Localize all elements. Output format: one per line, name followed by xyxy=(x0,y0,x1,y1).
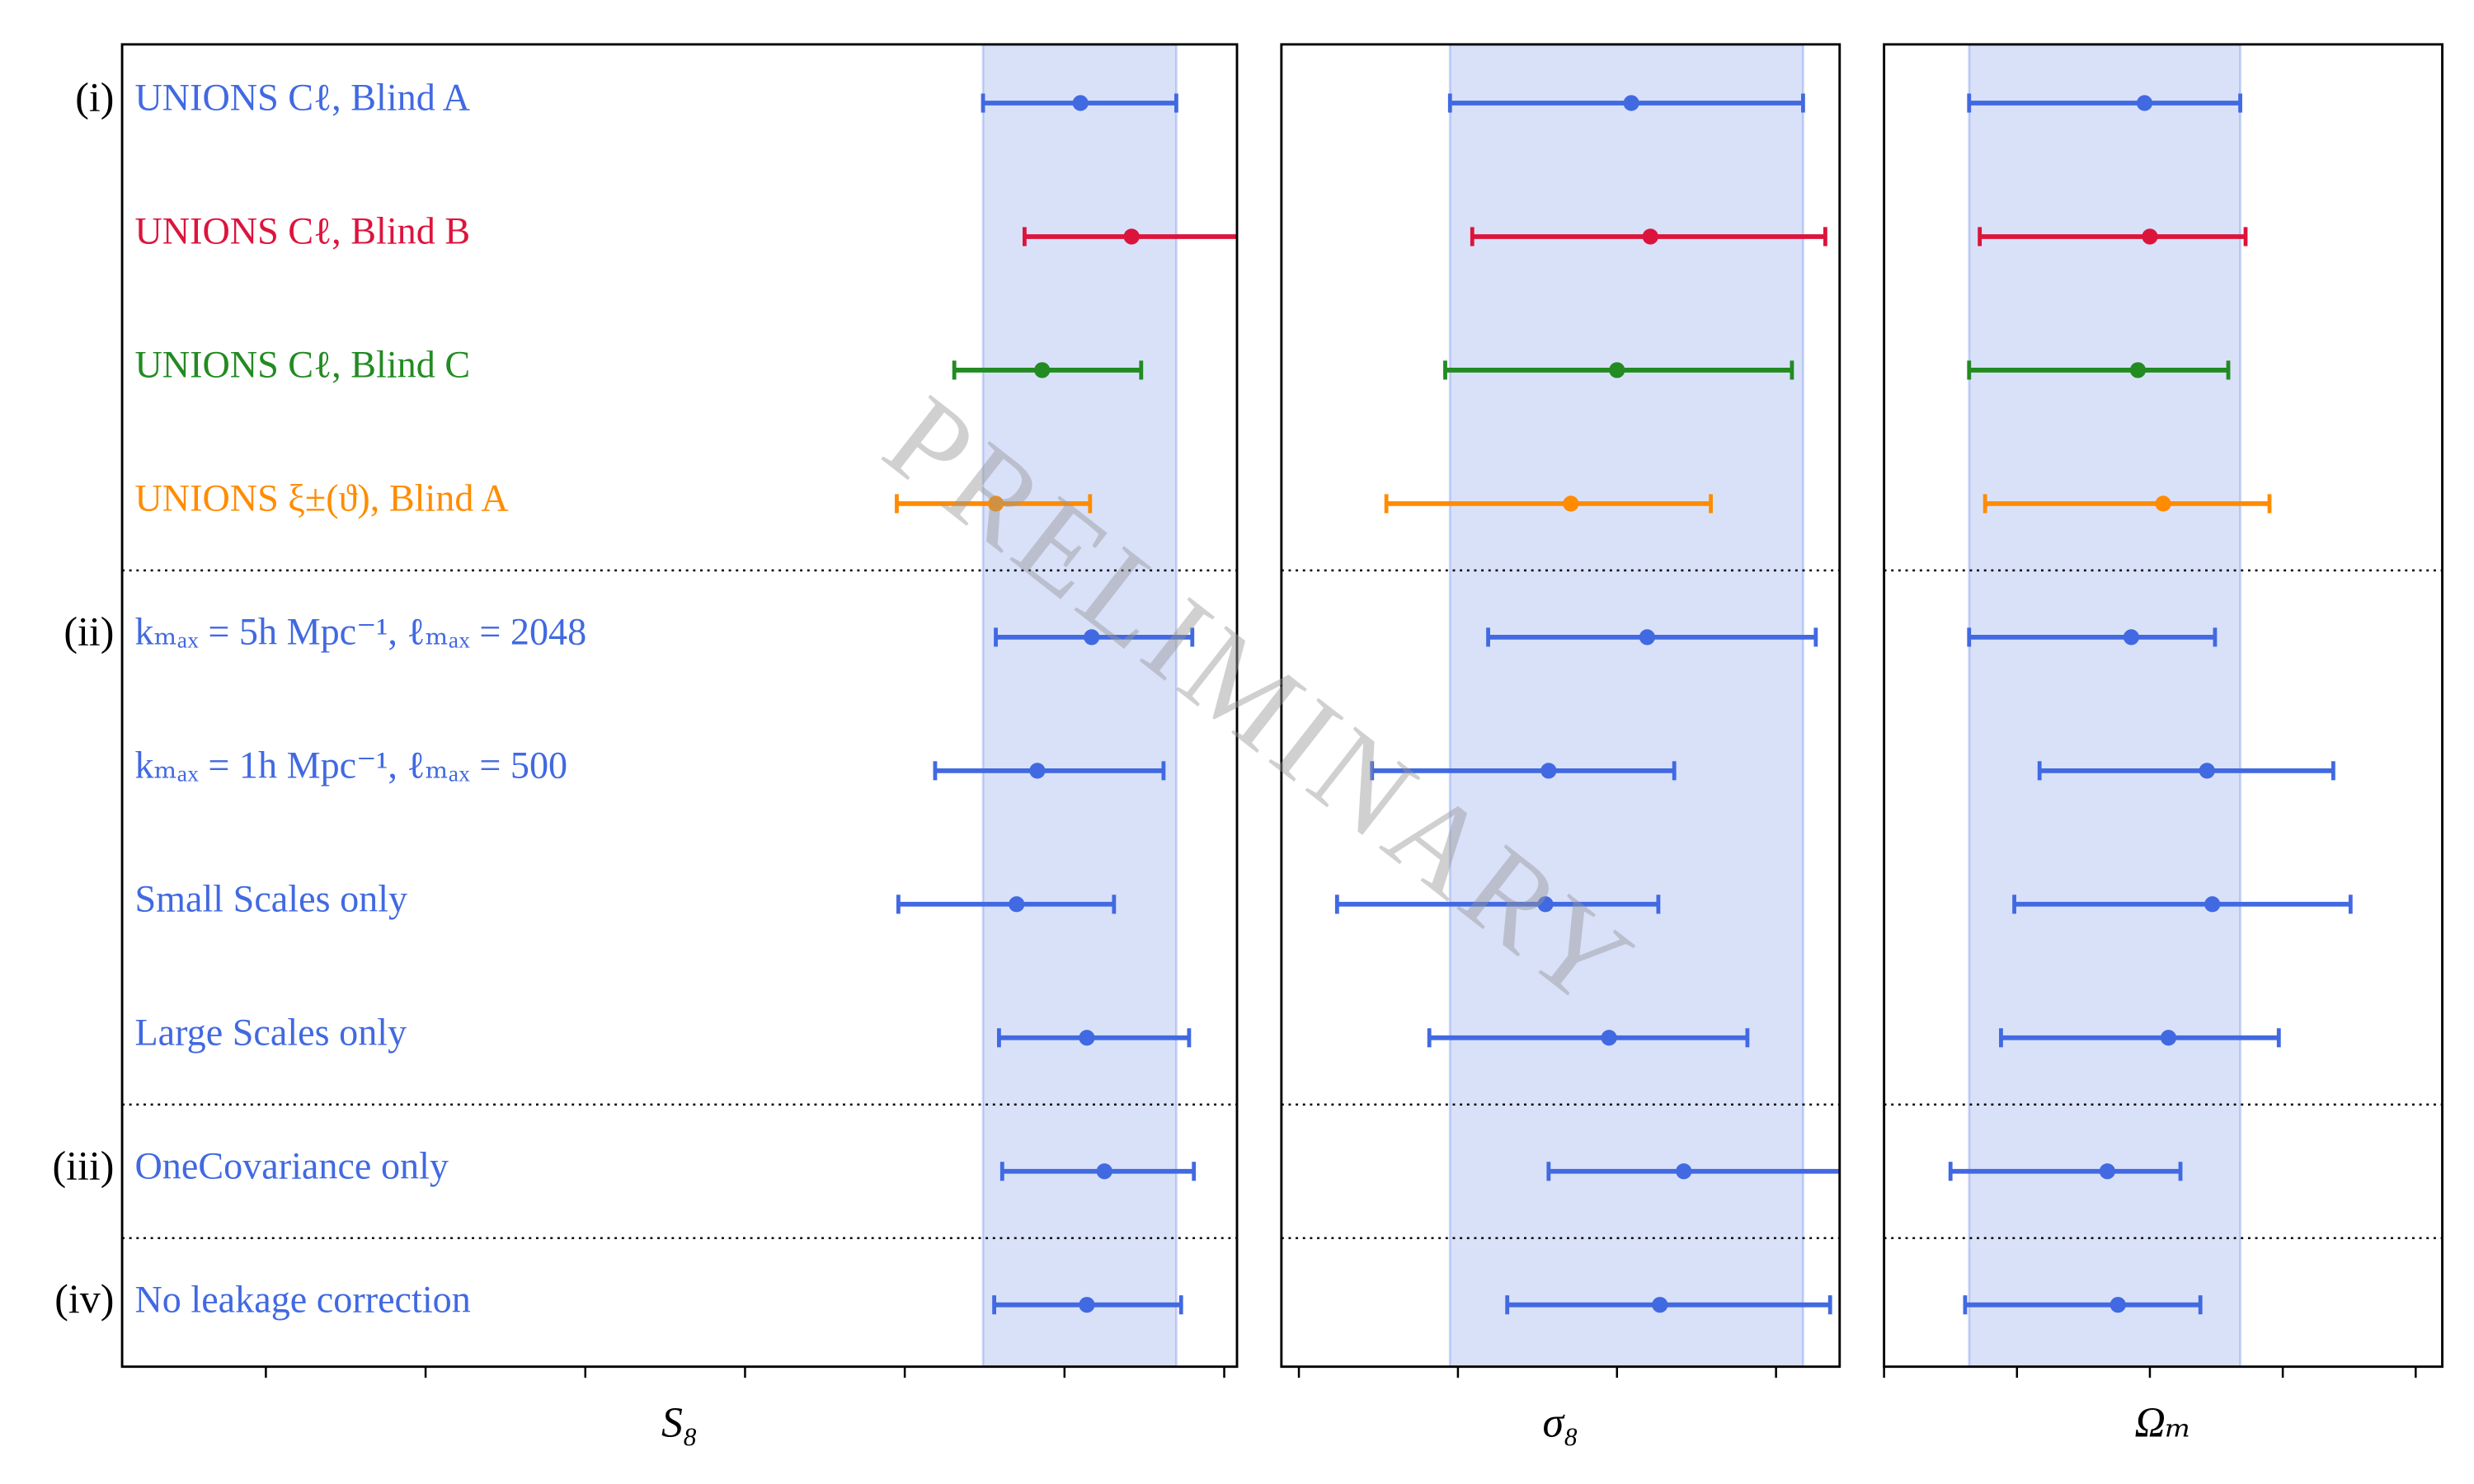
point xyxy=(1642,228,1658,245)
point xyxy=(1079,1297,1095,1313)
group-label: (i) xyxy=(75,74,114,120)
row-label: UNIONS ξ±(ϑ), Blind A xyxy=(134,477,508,519)
group-label: (iii) xyxy=(52,1142,114,1188)
point xyxy=(2129,362,2147,378)
reference-band xyxy=(1968,44,2241,1367)
frame xyxy=(120,43,1239,1369)
row-label: OneCovariance only xyxy=(134,1144,449,1186)
panel xyxy=(1281,44,1840,1367)
row-label: Small Scales only xyxy=(134,877,407,919)
point xyxy=(2123,629,2140,646)
point xyxy=(2199,763,2215,779)
point xyxy=(1563,495,1579,512)
point xyxy=(1096,1163,1112,1180)
point xyxy=(987,495,1004,512)
row-label: kₘₐₓ = 1h Mpc⁻¹, ℓₘₐₓ = 500 xyxy=(134,744,567,786)
frame xyxy=(1280,43,1841,1369)
frame xyxy=(1883,43,2443,1369)
panel xyxy=(122,44,1237,1367)
point xyxy=(2155,495,2171,512)
row-label: kₘₐₓ = 5h Mpc⁻¹, ℓₘₐₓ = 2048 xyxy=(134,611,586,653)
x-axis-label: S₈ xyxy=(661,1400,698,1447)
point xyxy=(1034,362,1051,378)
point xyxy=(1540,763,1557,779)
point xyxy=(1676,1163,1692,1180)
row-label: UNIONS Cℓ, Blind A xyxy=(134,77,470,119)
point xyxy=(1601,1030,1617,1046)
row-label: UNIONS Cℓ, Blind B xyxy=(134,210,470,252)
row-label: Large Scales only xyxy=(134,1011,407,1053)
reference-band xyxy=(981,44,1178,1367)
point xyxy=(2099,1163,2115,1180)
point xyxy=(1079,1030,1095,1046)
point xyxy=(1609,362,1625,378)
point xyxy=(1123,228,1140,245)
panel xyxy=(1884,44,2443,1367)
point xyxy=(2160,1030,2177,1046)
group-label: (ii) xyxy=(63,608,114,654)
group-label: (iv) xyxy=(54,1275,114,1322)
point xyxy=(1009,896,1025,913)
row-label: No leakage correction xyxy=(134,1278,470,1320)
point xyxy=(2109,1297,2126,1313)
point xyxy=(1029,763,1046,779)
point xyxy=(1084,629,1100,646)
point xyxy=(2204,896,2221,913)
point xyxy=(2136,95,2153,111)
point xyxy=(1652,1297,1668,1313)
point xyxy=(1639,629,1656,646)
point xyxy=(1537,896,1554,913)
row-label: UNIONS Cℓ, Blind C xyxy=(134,344,470,386)
point xyxy=(1623,95,1639,111)
x-axis-label: Ωₘ xyxy=(2134,1400,2191,1447)
x-axis-label: σ₈ xyxy=(1542,1400,1578,1447)
point xyxy=(2142,228,2158,245)
point xyxy=(1072,95,1089,111)
reference-band xyxy=(1448,44,1804,1367)
